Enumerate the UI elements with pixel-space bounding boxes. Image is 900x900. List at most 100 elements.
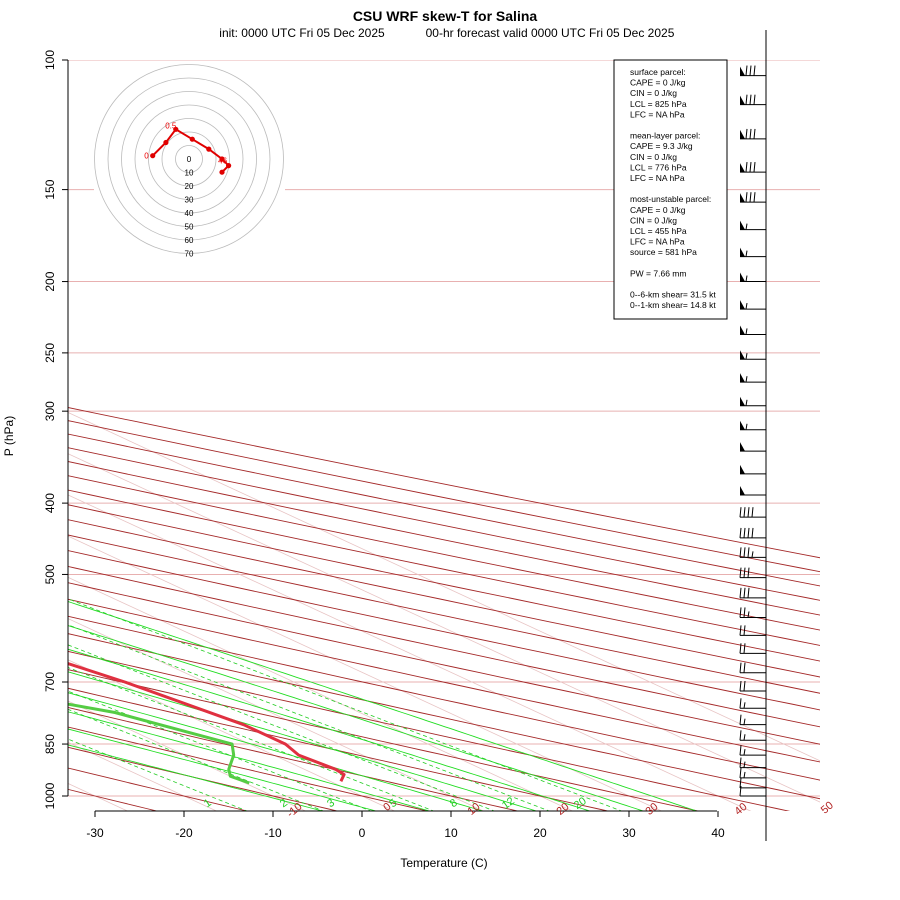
barb-full [743,587,746,598]
barb-full [739,527,742,538]
moist-adiabat-line [68,728,378,811]
barb-half [743,761,746,768]
stats-line: 0--1-km shear= 14.8 kt [630,300,716,310]
dry-adiabat-line [68,475,820,631]
x-tick-label: 0 [359,826,366,840]
hodograph-ring [161,131,217,187]
hodograph-point [226,163,232,169]
mixing-ratio-label: 20 [572,795,589,812]
y-tick-label: 150 [43,179,57,199]
barb-full [739,507,742,518]
hodograph-ring-label: 10 [185,169,194,178]
stats-line: CIN = 0 J/kg [630,215,677,225]
y-tick-label: 1000 [43,782,57,809]
dry-adiabat-line [68,633,820,800]
wind-barb [739,757,766,769]
barb-pennant [740,163,745,173]
dry-adiabat-line [68,582,820,745]
stats-line: CIN = 0 J/kg [630,152,677,162]
barb-full [743,643,746,654]
stats-line: CAPE = 0 J/kg [630,205,686,215]
dry-adiabat-line [68,534,820,694]
wind-barb [739,730,766,741]
isotherm-line [68,576,574,811]
barb-full [747,567,750,578]
wind-barb [740,396,766,407]
mixing-ratio-label: 1 [202,797,214,810]
barb-full [743,547,746,558]
barb-full [751,527,754,538]
stats-line: LCL = 776 hPa [630,162,687,172]
barb-full [745,128,748,139]
mixing-ratio-label: 2 [278,797,290,810]
dry-adiabat-line [68,550,820,711]
wind-barb [739,767,766,779]
dry-adiabat-line [68,566,820,728]
x-tick-label: 30 [622,826,636,840]
isotherm-label: 40 [733,801,750,818]
barb-half [745,328,748,335]
isotherm-line [68,453,820,803]
stats-line: LCL = 825 hPa [630,99,687,109]
hodograph-point [150,153,156,159]
moist-adiabat-line [68,625,645,811]
barb-full [739,643,742,654]
x-tick-label: 20 [533,826,547,840]
wind-barb [740,247,766,258]
barb-full [739,607,742,618]
barb-full [753,192,756,203]
x-axis-label: Temperature (C) [400,856,487,870]
isotherm-label: 10 [466,801,483,818]
barb-half [745,275,748,282]
wind-barbs [739,30,767,841]
moist-adiabat-line [68,711,431,811]
wind-barb [739,662,766,674]
barb-full [745,94,748,105]
barb-full [749,192,752,203]
isotherm-line [68,618,485,811]
hodograph-point [206,146,212,152]
dry-adiabat-line [68,504,820,662]
temperature-profile-line [68,661,346,782]
chart-title: CSU WRF skew-T for Salina [353,8,538,24]
barb-full [739,625,742,636]
barb-half [745,353,748,360]
barb-full [745,162,748,173]
stats-line: CAPE = 0 J/kg [630,78,686,88]
y-tick-label: 500 [43,564,57,584]
barb-half [745,303,748,310]
barb-full [743,567,746,578]
barb-pennant [740,272,745,282]
barb-full [747,527,750,538]
barb-full [747,507,750,518]
stats-line: LFC = NA hPa [630,237,685,247]
barb-full [749,128,752,139]
hodograph-ring [94,64,284,254]
barb-pennant [740,129,745,139]
barb-full [743,625,746,636]
dry-adiabat-line [68,687,610,811]
y-tick-label: 850 [43,734,57,754]
barb-pennant [740,300,745,310]
barb-full [751,507,754,518]
wind-barb [740,420,766,431]
dry-adiabat-line [68,489,820,646]
background-grid [68,60,820,811]
hodograph-ring [175,145,203,173]
wind-barb [740,162,766,173]
barb-half [745,423,748,430]
barb-half [751,551,754,558]
isotherm-label: 50 [819,799,836,816]
barb-full [743,680,746,692]
barb-full [739,730,742,741]
x-tick-label: -10 [264,826,282,840]
x-tick-label: 10 [444,826,458,840]
moist-adiabat-line [68,671,538,811]
wind-barb [740,128,766,140]
barb-full [749,65,752,76]
wind-barb [740,192,766,203]
barb-full [739,757,742,768]
barb-pennant [740,247,745,257]
barb-half [745,376,748,383]
barb-half [743,702,746,709]
